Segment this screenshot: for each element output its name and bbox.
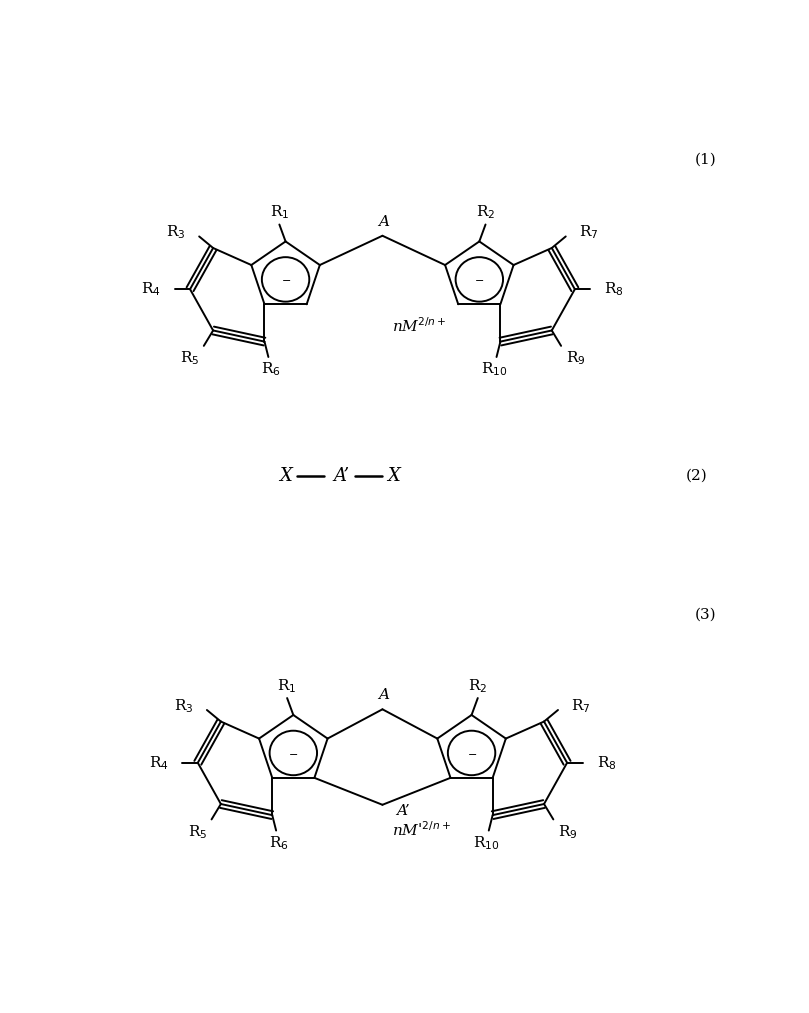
- Text: R$_2$: R$_2$: [468, 677, 488, 695]
- Text: R$_7$: R$_7$: [579, 224, 599, 241]
- Text: R$_8$: R$_8$: [596, 754, 616, 772]
- Text: A: A: [379, 215, 389, 229]
- Text: R$_1$: R$_1$: [277, 677, 297, 695]
- Text: R$_5$: R$_5$: [188, 823, 207, 841]
- Text: A’: A’: [396, 804, 410, 817]
- Text: R$_8$: R$_8$: [604, 281, 624, 298]
- Text: R$_2$: R$_2$: [476, 204, 495, 221]
- Text: (3): (3): [695, 608, 717, 621]
- Text: R$_4$: R$_4$: [149, 754, 168, 772]
- Text: R$_3$: R$_3$: [174, 697, 193, 715]
- Text: (2): (2): [685, 469, 707, 483]
- Text: R$_7$: R$_7$: [571, 697, 591, 715]
- Text: R$_9$: R$_9$: [558, 823, 578, 841]
- Text: nM$^{2/n+}$: nM$^{2/n+}$: [392, 316, 447, 335]
- Text: X: X: [388, 467, 400, 485]
- Text: A: A: [379, 689, 389, 702]
- Text: nM$'^{2/n+}$: nM$'^{2/n+}$: [392, 821, 451, 839]
- Text: R$_{10}$: R$_{10}$: [473, 834, 500, 852]
- Text: $-$: $-$: [474, 275, 485, 285]
- Text: A’: A’: [333, 467, 349, 485]
- Text: R$_6$: R$_6$: [269, 834, 288, 852]
- Text: $-$: $-$: [288, 748, 299, 758]
- Text: R$_1$: R$_1$: [269, 204, 289, 221]
- Text: R$_4$: R$_4$: [141, 281, 161, 298]
- Text: X: X: [279, 467, 292, 485]
- Text: R$_6$: R$_6$: [260, 361, 281, 378]
- Text: R$_{10}$: R$_{10}$: [481, 361, 507, 378]
- Text: R$_5$: R$_5$: [180, 349, 199, 367]
- Text: $-$: $-$: [467, 748, 477, 758]
- Text: $-$: $-$: [281, 275, 290, 285]
- Text: R$_3$: R$_3$: [167, 224, 186, 241]
- Text: R$_9$: R$_9$: [565, 349, 586, 367]
- Text: (1): (1): [695, 153, 717, 167]
